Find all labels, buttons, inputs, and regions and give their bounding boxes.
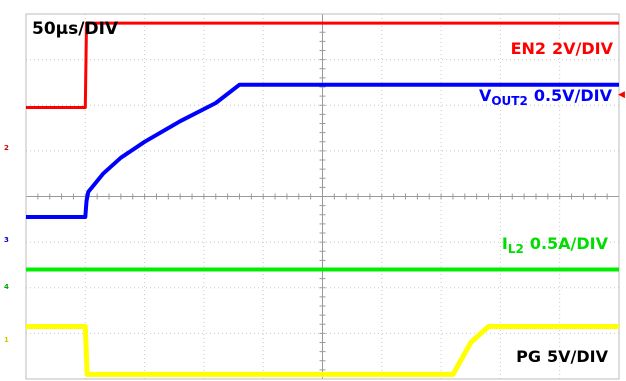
trace-vout2 bbox=[26, 82, 619, 219]
il2-label-sub: L2 bbox=[508, 242, 524, 256]
il2-series-label: IL2 0.5A/DIV bbox=[502, 234, 609, 256]
vout2-label-scale: 0.5V/DIV bbox=[534, 86, 613, 105]
graticule bbox=[25, 13, 620, 380]
vout2-label-sub: OUT2 bbox=[491, 94, 527, 108]
il2-label-main: I bbox=[502, 234, 508, 253]
en2-label-scale: 2V/DIV bbox=[552, 39, 614, 58]
trace-en2 bbox=[26, 21, 619, 109]
pg-label-scale: 5V/DIV bbox=[547, 347, 609, 366]
trace-pg bbox=[26, 324, 619, 377]
screen-border bbox=[25, 13, 620, 380]
channel-4-marker: 4 bbox=[4, 283, 9, 291]
vout2-label-main: V bbox=[479, 86, 492, 105]
il2-label-scale: 0.5A/DIV bbox=[530, 234, 609, 253]
time-base-label: 50µs/DIV bbox=[32, 19, 119, 39]
channel-1-marker: 1 bbox=[4, 336, 9, 344]
channel-3-marker: 3 bbox=[4, 236, 9, 244]
en2-label-main: EN2 bbox=[511, 39, 546, 58]
en2-series-label: EN2 2V/DIV bbox=[511, 39, 614, 58]
vout2-series-label: VOUT2 0.5V/DIV bbox=[479, 86, 613, 108]
channel-2-marker: 2 bbox=[4, 144, 9, 152]
channel-markers: 2 3 4 1 ◀ bbox=[4, 90, 625, 344]
trigger-level-marker: ◀ bbox=[618, 90, 625, 100]
waveform-traces bbox=[26, 21, 619, 377]
pg-series-label: PG 5V/DIV bbox=[516, 347, 608, 366]
pg-label-main: PG bbox=[516, 347, 541, 366]
